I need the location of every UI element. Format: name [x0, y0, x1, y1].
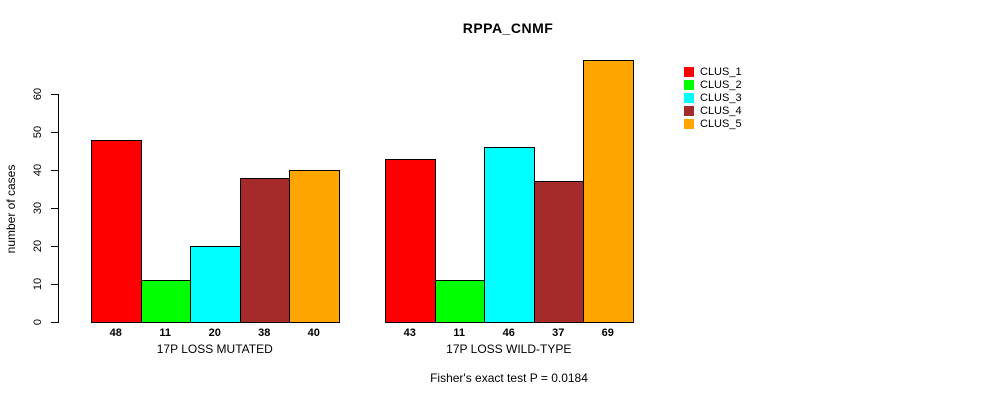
legend-label: CLUS_1 [700, 65, 742, 78]
bar-clus_4-group2 [533, 181, 584, 323]
y-tick-mark [51, 246, 58, 247]
bar-value-label: 11 [453, 327, 466, 339]
legend-item-clus_5: CLUS_5 [684, 117, 742, 130]
bar-value-label: 46 [502, 327, 515, 339]
bar-clus_5-group1 [289, 170, 340, 323]
chart-title: RPPA_CNMF [462, 20, 554, 36]
y-tick-label: 60 [32, 87, 44, 101]
bar-value-label: 37 [552, 327, 565, 339]
bar-clus_3-group1 [190, 246, 241, 323]
bar-value-label: 43 [403, 327, 416, 339]
y-tick-mark [51, 132, 58, 133]
bar-clus_2-group1 [140, 280, 191, 323]
legend-label: CLUS_3 [700, 91, 742, 104]
legend-item-clus_3: CLUS_3 [684, 91, 742, 104]
y-tick-label: 30 [32, 201, 44, 215]
legend-label: CLUS_5 [700, 117, 742, 130]
y-tick-label: 50 [32, 125, 44, 139]
legend-swatch-clus_5 [684, 118, 694, 129]
legend-swatch-clus_2 [684, 79, 694, 90]
y-tick-mark [51, 94, 58, 95]
group-label-1: 17P LOSS MUTATED [156, 342, 273, 356]
bar-value-label: 48 [109, 327, 122, 339]
y-axis-label: number of cases [4, 164, 18, 254]
legend: CLUS_1 CLUS_2 CLUS_3 CLUS_4 CLUS_5 [684, 65, 742, 130]
bar-value-label: 11 [159, 327, 172, 339]
y-tick-label: 20 [32, 239, 44, 253]
bar-clus_4-group1 [239, 177, 290, 323]
bar-clus_2-group2 [434, 280, 485, 323]
group-label-2: 17P LOSS WILD-TYPE [446, 342, 572, 356]
legend-label: CLUS_4 [700, 104, 742, 117]
legend-swatch-clus_4 [684, 105, 694, 116]
bar-clus_3-group2 [484, 147, 535, 323]
legend-swatch-clus_3 [684, 92, 694, 103]
y-tick-label: 10 [32, 277, 44, 291]
y-tick-mark [51, 170, 58, 171]
y-axis-line [58, 94, 59, 323]
y-tick-label: 40 [32, 163, 44, 177]
legend-label: CLUS_2 [700, 78, 742, 91]
bar-value-label: 38 [258, 327, 271, 339]
fisher-test-annotation: Fisher's exact test P = 0.0184 [430, 371, 588, 385]
y-tick-label: 0 [32, 318, 44, 326]
legend-item-clus_1: CLUS_1 [684, 65, 742, 78]
bar-value-label: 20 [208, 327, 221, 339]
bar-clus_1-group2 [385, 158, 436, 323]
bar-value-label: 69 [601, 327, 614, 339]
bar-clus_5-group2 [583, 59, 634, 323]
y-tick-mark [51, 322, 58, 323]
legend-item-clus_4: CLUS_4 [684, 104, 742, 117]
y-tick-mark [51, 284, 58, 285]
bar-clus_1-group1 [91, 139, 142, 323]
y-tick-mark [51, 208, 58, 209]
bar-value-label: 40 [307, 327, 320, 339]
legend-swatch-clus_1 [684, 66, 694, 77]
legend-item-clus_2: CLUS_2 [684, 78, 742, 91]
